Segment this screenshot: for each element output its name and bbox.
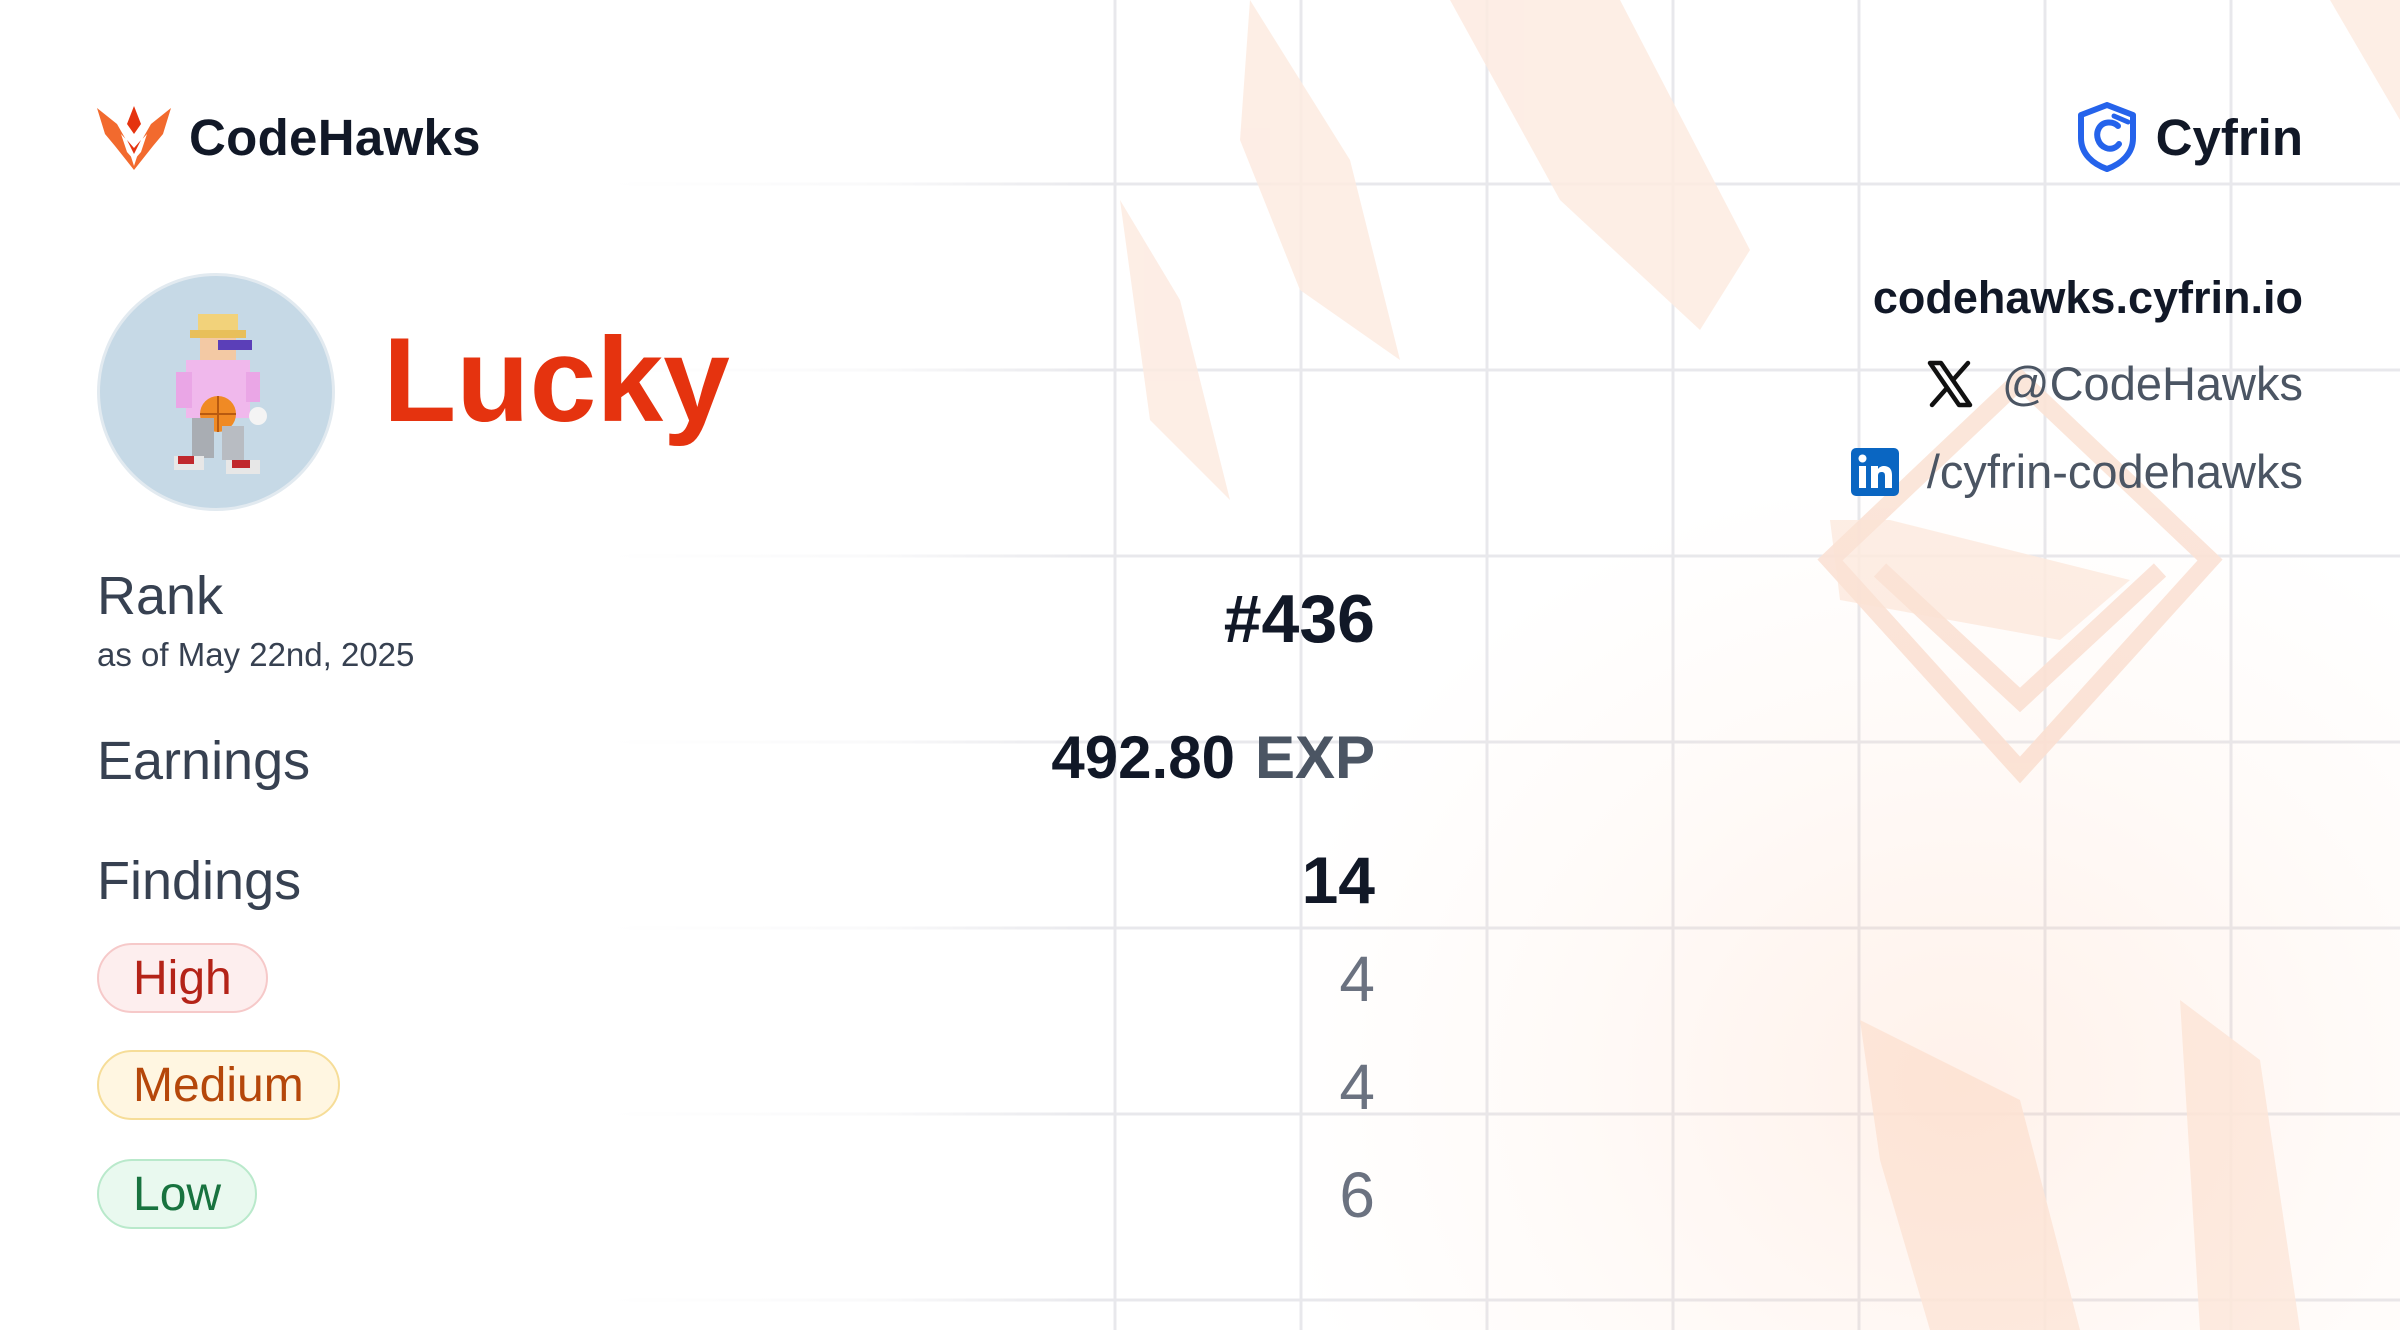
severity-badge-high: High — [97, 943, 268, 1013]
earnings-label: Earnings — [97, 731, 311, 791]
linkedin-logo-icon — [1850, 447, 1899, 496]
severity-badge-medium: Medium — [97, 1050, 340, 1120]
severity-count-medium: 4 — [1339, 1051, 1375, 1123]
findings-label: Findings — [97, 851, 302, 911]
severity-badge-low: Low — [97, 1159, 258, 1229]
background-glow — [1300, 500, 2400, 1330]
brand-name: CodeHawks — [189, 108, 481, 166]
earnings-value: 492.80 — [1051, 724, 1235, 791]
findings-total: 14 — [1301, 843, 1375, 917]
brand: CodeHawks — [97, 100, 481, 174]
hawk-logo-icon — [97, 106, 171, 170]
linkedin-social-link[interactable]: /cyfrin-codehawks — [1850, 444, 2303, 499]
rank-date: as of May 22nd, 2025 — [97, 636, 415, 673]
earnings-unit: EXP — [1254, 724, 1375, 791]
x-handle: @CodeHawks — [2001, 357, 2303, 410]
earnings-value-group: 492.80 EXP — [1051, 723, 1375, 792]
partner-brand: Cyfrin — [2076, 100, 2303, 174]
linkedin-handle: /cyfrin-codehawks — [1926, 445, 2303, 498]
avatar — [97, 273, 335, 511]
cyfrin-shield-logo-icon — [2077, 102, 2136, 172]
x-logo-icon — [1927, 360, 1973, 407]
severity-count-high: 4 — [1339, 943, 1375, 1015]
pixel-character-avatar — [174, 314, 267, 474]
website-link[interactable]: codehawks.cyfrin.io — [1872, 272, 2303, 323]
x-social-link[interactable]: @CodeHawks — [1926, 356, 2303, 411]
rank-label: Rank — [97, 566, 224, 626]
severity-count-low: 6 — [1339, 1159, 1375, 1231]
username: Lucky — [383, 313, 730, 447]
partner-name: Cyfrin — [2155, 108, 2303, 166]
rank-value: #436 — [1223, 581, 1375, 657]
